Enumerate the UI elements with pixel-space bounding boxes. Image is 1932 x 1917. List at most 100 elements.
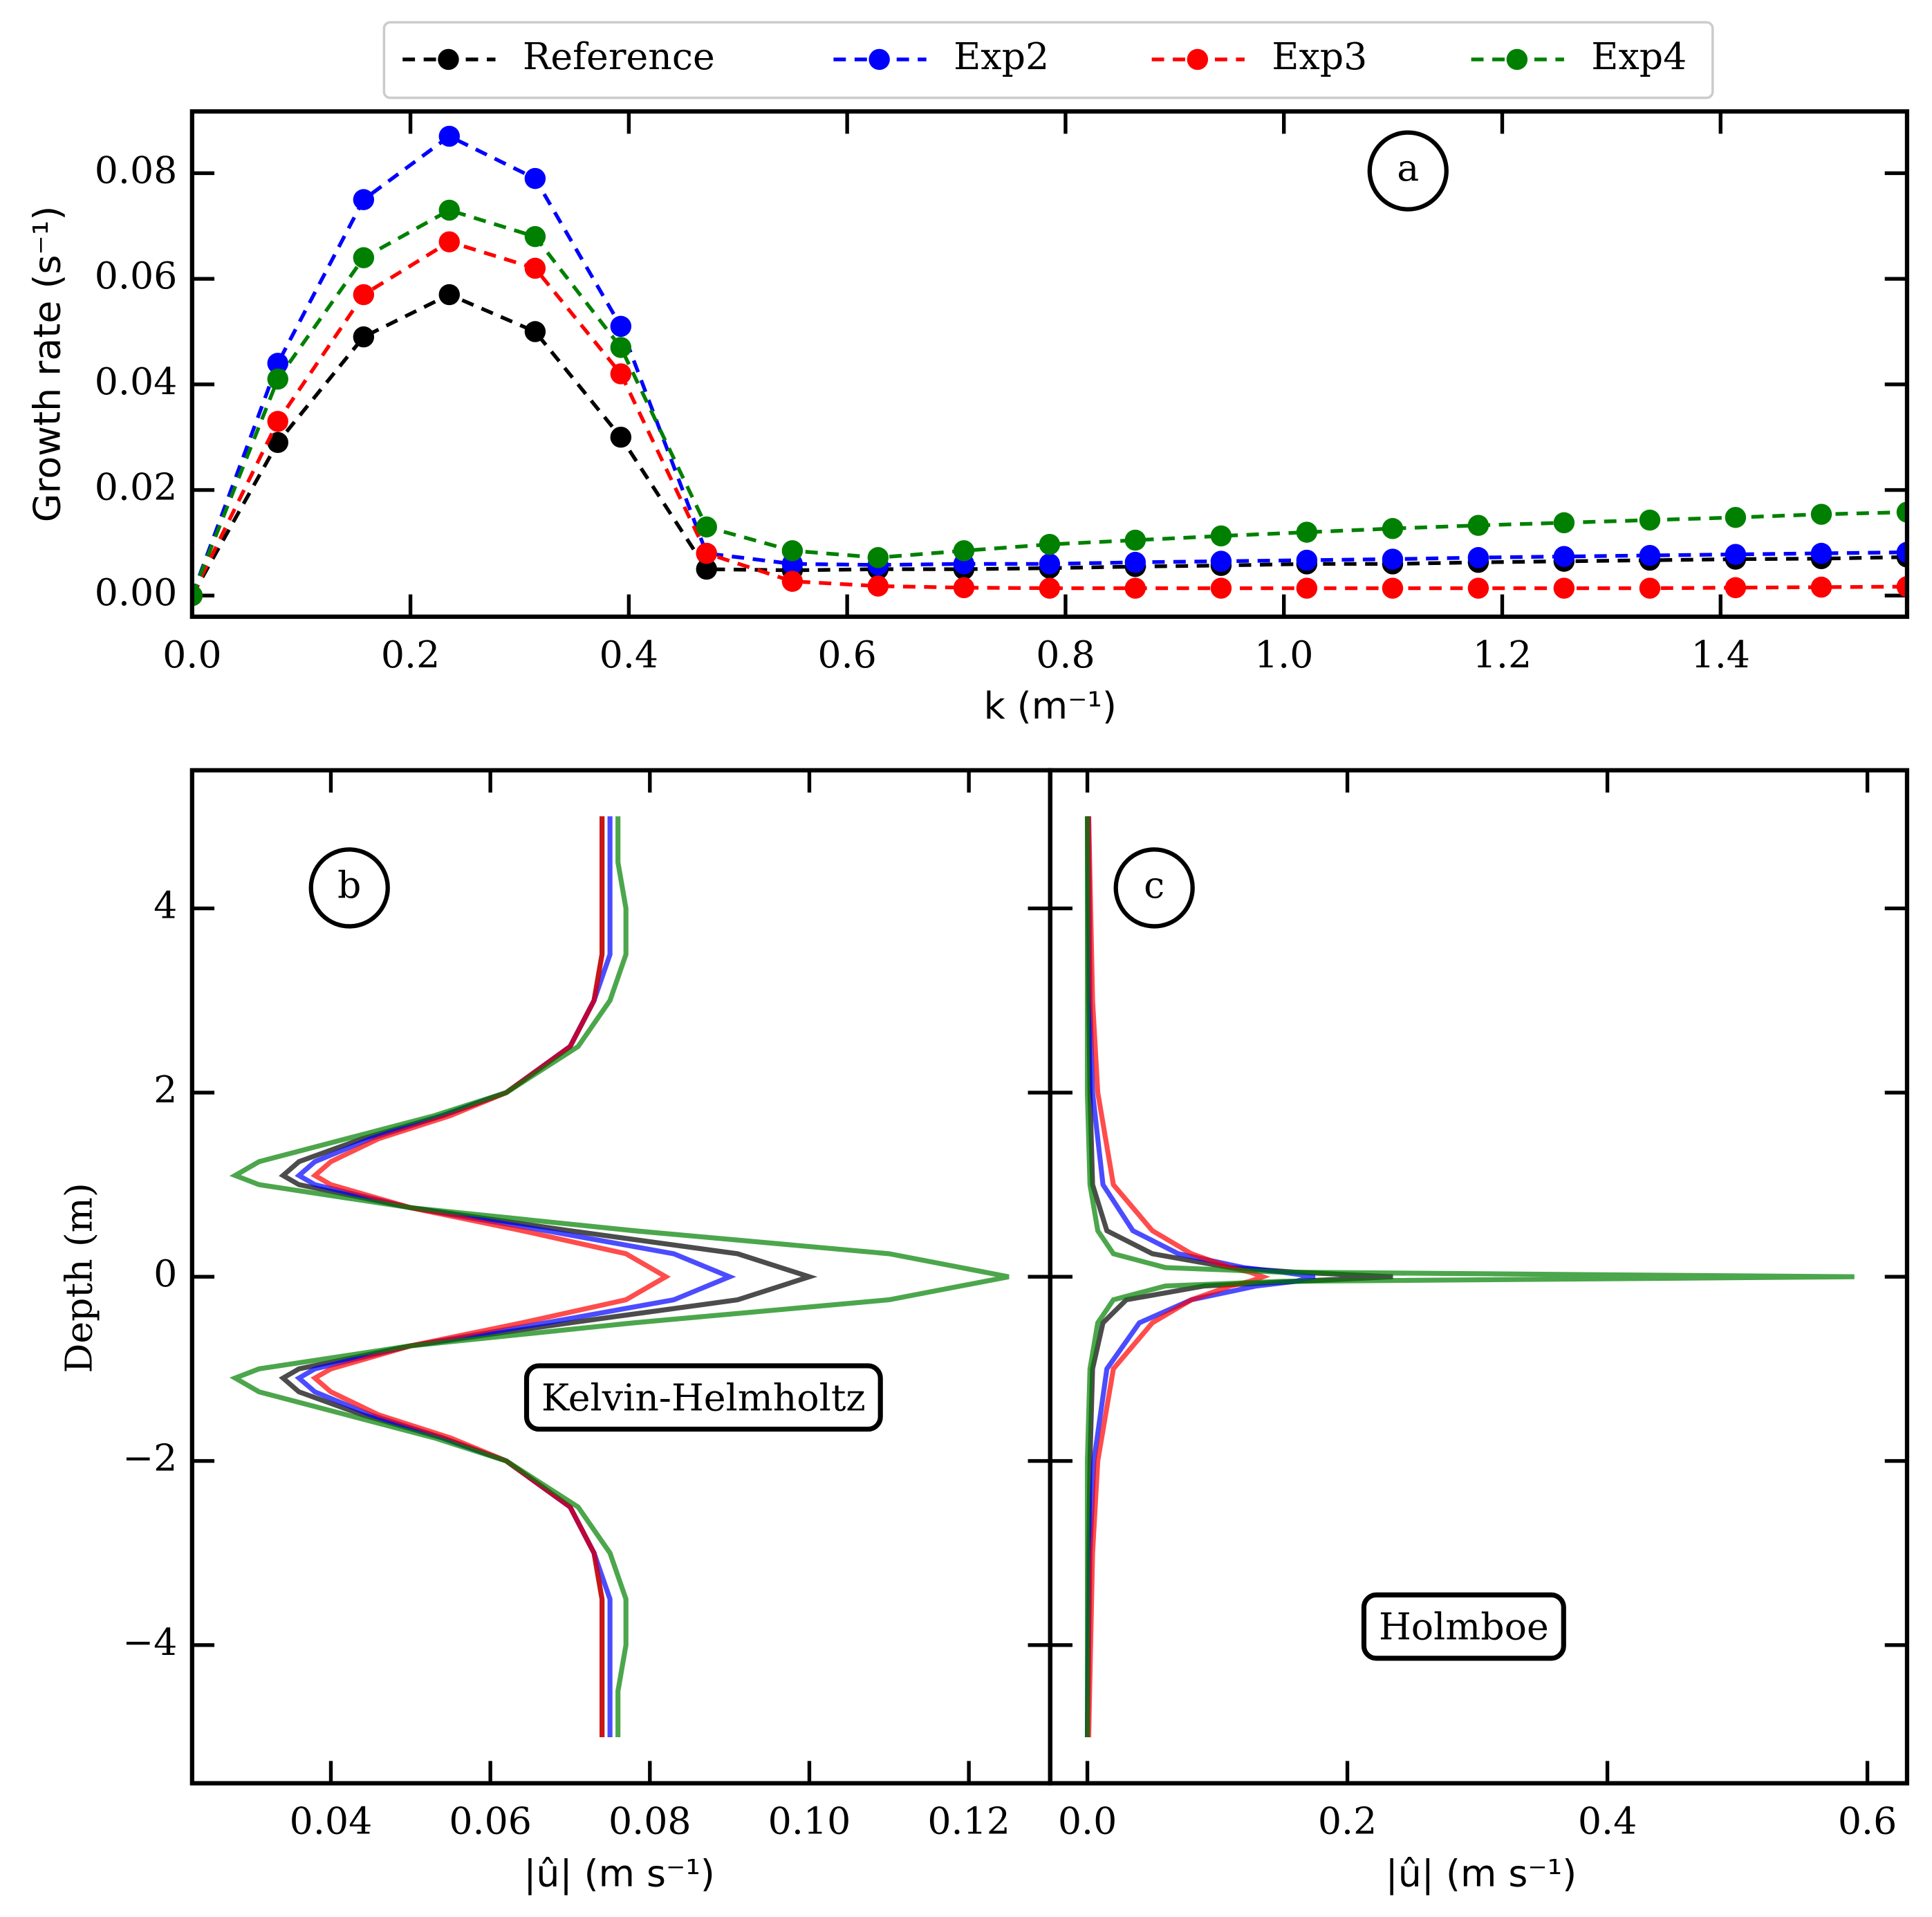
legend-marker — [1187, 48, 1209, 71]
x-tick-label: 0.8 — [1036, 633, 1095, 676]
annotation: Kelvin-Helmholtz — [541, 1376, 866, 1419]
marker — [267, 432, 288, 454]
x-tick-label: 0.4 — [1578, 1799, 1637, 1843]
annotation: Holmboe — [1379, 1605, 1549, 1649]
marker — [1382, 518, 1404, 539]
x-axis-label: |û| (m s⁻¹) — [523, 1852, 715, 1896]
marker — [267, 411, 288, 432]
y-tick-label: 2 — [154, 1068, 177, 1111]
marker — [1725, 507, 1747, 528]
marker — [610, 363, 632, 385]
marker — [1725, 577, 1747, 598]
annotation-box — [523, 1363, 883, 1432]
marker — [1210, 550, 1232, 572]
marker — [953, 577, 975, 598]
legend-label: Exp4 — [1591, 35, 1687, 78]
marker — [1124, 529, 1146, 551]
annotation: c — [1144, 863, 1164, 907]
series-line — [229, 816, 1010, 1738]
legend-marker — [869, 48, 890, 71]
marker — [353, 284, 375, 306]
marker — [1039, 553, 1061, 575]
x-tick-label: 0.2 — [381, 633, 440, 676]
marker — [524, 321, 546, 342]
axes-frame — [189, 109, 1910, 619]
marker — [438, 284, 461, 306]
marker — [1896, 541, 1907, 563]
marker — [1296, 577, 1318, 599]
marker — [696, 542, 718, 564]
legend-marker — [438, 48, 459, 71]
marker — [1810, 576, 1832, 598]
marker — [1210, 525, 1232, 547]
series-line — [1084, 816, 1316, 1738]
y-axis-label: Growth rate (s⁻¹) — [26, 206, 69, 523]
series-line — [1084, 816, 1393, 1738]
marker — [438, 199, 461, 221]
marker — [1553, 546, 1575, 567]
marker — [1039, 533, 1061, 555]
marker — [1639, 544, 1661, 566]
axes-frame — [189, 768, 1052, 1786]
marker — [1382, 548, 1404, 570]
marker — [353, 247, 375, 268]
x-tick-label: 0.06 — [449, 1799, 532, 1843]
marker — [696, 558, 718, 580]
marker — [438, 231, 461, 252]
marker — [353, 326, 375, 348]
series-line — [192, 239, 1907, 597]
marker — [953, 540, 975, 562]
y-axis-label: Depth (m) — [57, 1183, 100, 1373]
marker — [610, 337, 632, 358]
marker — [267, 369, 288, 390]
legend-label: Reference — [523, 35, 715, 78]
x-tick-label: 0.6 — [817, 633, 876, 676]
x-tick-label: 0.08 — [609, 1799, 691, 1843]
marker — [1467, 577, 1489, 599]
marker — [524, 225, 546, 248]
marker — [867, 547, 889, 568]
x-tick-label: 0.0 — [162, 633, 221, 676]
marker — [1296, 521, 1318, 543]
x-tick-label: 1.0 — [1254, 633, 1313, 676]
legend-label: Exp2 — [954, 35, 1049, 78]
marker — [524, 257, 546, 279]
marker — [1382, 577, 1404, 599]
annotation-circle — [308, 847, 390, 929]
annotation: a — [1397, 146, 1419, 189]
annotation: b — [337, 863, 361, 907]
y-tick-label: 0.08 — [95, 148, 178, 192]
y-tick-label: 0.06 — [95, 254, 178, 297]
series-line — [1086, 816, 1271, 1738]
y-tick-label: 4 — [154, 884, 177, 927]
marker — [1467, 547, 1489, 568]
x-tick-label: 0.2 — [1318, 1799, 1377, 1843]
annotation-circle — [1113, 847, 1195, 929]
marker — [1810, 542, 1832, 564]
y-tick-label: 0.04 — [95, 360, 178, 403]
x-axis-label: k (m⁻¹) — [984, 684, 1117, 728]
legend-marker — [1506, 48, 1528, 71]
marker — [1124, 551, 1146, 573]
marker — [610, 315, 632, 337]
marker — [267, 353, 288, 374]
series-line — [310, 816, 671, 1738]
y-tick-label: −4 — [122, 1620, 177, 1664]
marker — [192, 585, 203, 606]
axes-frame — [1048, 768, 1910, 1786]
marker — [1553, 512, 1575, 534]
marker — [1639, 509, 1661, 531]
annotation-circle — [1367, 130, 1449, 212]
x-tick-label: 0.4 — [600, 633, 658, 676]
marker — [353, 189, 375, 210]
marker — [438, 125, 461, 147]
marker — [781, 571, 804, 592]
legend-frame — [382, 21, 1714, 100]
x-tick-label: 1.4 — [1691, 633, 1750, 676]
y-tick-label: 0.02 — [95, 465, 178, 509]
series-line — [192, 208, 1907, 597]
marker — [1896, 576, 1907, 598]
marker — [1725, 544, 1747, 565]
